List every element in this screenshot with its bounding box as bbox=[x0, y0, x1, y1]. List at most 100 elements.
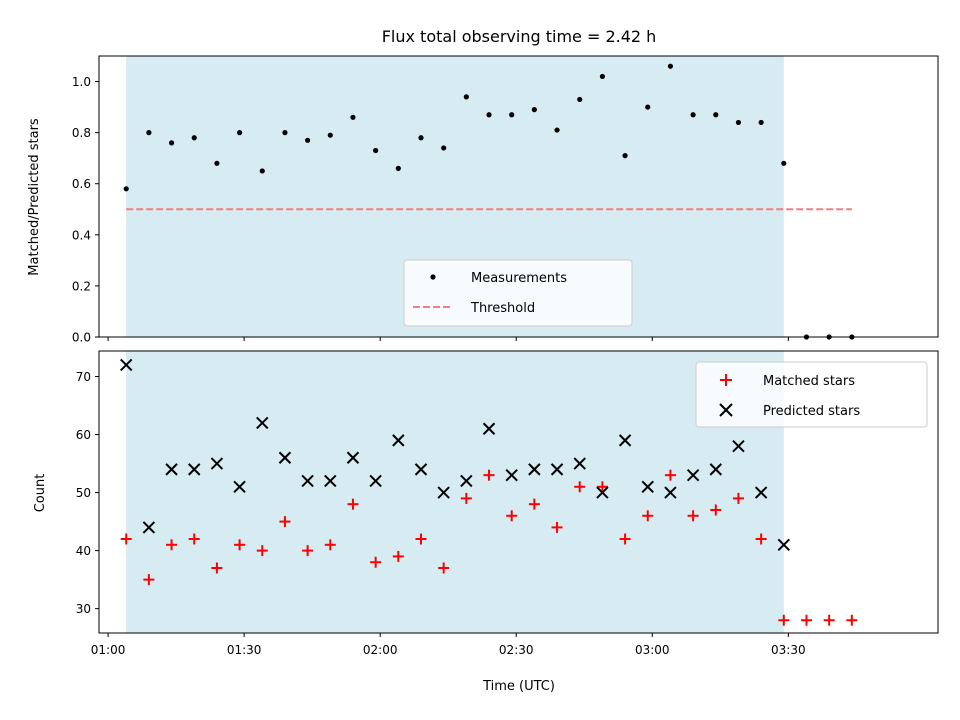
predicted-stars-point bbox=[256, 416, 269, 430]
matched-stars-point bbox=[120, 533, 132, 545]
predicted-stars-point bbox=[482, 422, 496, 435]
predicted-stars-point bbox=[505, 468, 518, 482]
matched-stars-point bbox=[460, 492, 472, 504]
matched-stars-point bbox=[392, 550, 404, 562]
x-axis-label: Time (UTC) bbox=[482, 679, 555, 694]
matched-stars-point bbox=[800, 614, 812, 626]
measurement-point bbox=[531, 107, 537, 113]
measurement-point bbox=[236, 130, 243, 136]
matched-stars-point bbox=[166, 539, 178, 551]
predicted-stars-point bbox=[777, 538, 791, 552]
measurement-point bbox=[123, 186, 129, 192]
predicted-stars-point bbox=[142, 521, 156, 534]
matched-stars-point bbox=[710, 504, 722, 516]
measurement-point bbox=[327, 132, 333, 138]
y-tick-label: 40 bbox=[76, 544, 91, 558]
predicted-stars-point bbox=[324, 474, 337, 488]
matched-stars-point bbox=[846, 614, 858, 626]
measurement-point bbox=[168, 140, 175, 146]
count-x-ticks: 01:00 01:30 02:00 02:30 03:00 03:30 bbox=[91, 633, 806, 657]
predicted-stars-point bbox=[437, 486, 450, 499]
matched-stars-point bbox=[687, 510, 699, 522]
x-tick-label: 01:30 bbox=[227, 643, 262, 657]
measurement-point bbox=[486, 112, 492, 118]
matched-stars-point bbox=[438, 562, 450, 574]
ratio-axes-frame bbox=[98, 55, 939, 338]
ratio-x-ticks bbox=[107, 337, 789, 341]
legend-predicted-label: Predicted stars bbox=[763, 404, 860, 419]
y-tick-label: 0.8 bbox=[72, 126, 91, 140]
count-y-axis-label: Count bbox=[33, 474, 48, 513]
y-tick-label: 1.0 bbox=[72, 75, 91, 89]
x-tick-label: 01:00 bbox=[91, 643, 126, 657]
measurement-point bbox=[373, 147, 379, 154]
matched-stars-point bbox=[370, 556, 382, 568]
legend-measurements-label: Measurements bbox=[471, 271, 567, 286]
measurement-point bbox=[350, 114, 356, 120]
measurement-point bbox=[599, 73, 606, 80]
predicted-stars-point bbox=[210, 457, 224, 470]
matched-stars-point bbox=[596, 481, 608, 493]
predicted-stars-point bbox=[346, 451, 360, 464]
predicted-stars-point bbox=[233, 480, 246, 493]
ratio-legend-box bbox=[403, 259, 633, 327]
measurement-point bbox=[509, 112, 515, 118]
predicted-stars-point bbox=[188, 463, 201, 476]
measurement-point bbox=[191, 135, 197, 141]
predicted-stars-point bbox=[392, 434, 405, 447]
predicted-stars-point bbox=[120, 358, 133, 372]
y-tick-label: 0.6 bbox=[72, 177, 91, 191]
measurement-point bbox=[441, 145, 447, 151]
x-tick-label: 02:30 bbox=[499, 643, 534, 657]
matched-stars-point bbox=[506, 510, 518, 522]
matched-stars-point bbox=[755, 533, 767, 545]
count-y-ticks: 30 40 50 60 70 bbox=[76, 370, 99, 616]
ratio-y-ticks: 0.0 0.2 0.4 0.6 0.8 1.0 bbox=[72, 75, 99, 345]
measurement-point bbox=[667, 63, 674, 69]
matched-stars-point bbox=[823, 614, 835, 626]
matched-stars-point bbox=[347, 498, 359, 510]
count-axes-frame bbox=[98, 350, 939, 634]
predicted-stars-point bbox=[686, 468, 700, 482]
count-legend: Matched stars Predicted stars bbox=[695, 361, 928, 428]
predicted-stars-point bbox=[641, 480, 654, 493]
measurement-point bbox=[259, 168, 265, 174]
matched-stars-point bbox=[302, 545, 314, 557]
matched-stars-point bbox=[415, 533, 427, 545]
predicted-stars-point bbox=[664, 486, 677, 499]
measurement-point bbox=[735, 119, 742, 126]
predicted-stars-point bbox=[414, 463, 428, 476]
ratio-panel: Flux total observing time = 2.42 h 0.00.… bbox=[27, 27, 939, 345]
observing-window-span bbox=[126, 351, 784, 633]
matched-stars-point bbox=[574, 481, 586, 493]
matched-stars-point bbox=[143, 574, 155, 586]
measurement-point bbox=[554, 127, 560, 133]
count-marks bbox=[120, 358, 858, 626]
y-tick-label: 0.2 bbox=[72, 279, 91, 293]
measurement-point bbox=[713, 112, 719, 118]
measurement-point bbox=[146, 130, 152, 136]
y-tick-label: 50 bbox=[76, 486, 91, 500]
predicted-stars-point bbox=[618, 434, 632, 447]
matched-stars-point bbox=[279, 516, 291, 528]
ratio-legend: Measurements Threshold bbox=[403, 259, 633, 327]
predicted-stars-point bbox=[301, 474, 314, 488]
predicted-stars-point bbox=[754, 486, 768, 499]
matched-stars-point bbox=[483, 469, 495, 481]
measurement-point bbox=[282, 130, 288, 136]
predicted-stars-point bbox=[732, 439, 745, 453]
predicted-stars-point bbox=[573, 457, 586, 470]
legend-predicted-marker bbox=[719, 403, 733, 417]
predicted-stars-point bbox=[165, 463, 178, 476]
predicted-stars-point bbox=[596, 486, 609, 499]
predicted-stars-point bbox=[460, 474, 473, 488]
legend-threshold-label: Threshold bbox=[470, 301, 535, 316]
x-tick-label: 03:30 bbox=[771, 643, 806, 657]
legend-matched-marker bbox=[720, 374, 732, 386]
measurement-point bbox=[758, 119, 764, 126]
count-panel: 30 40 50 60 70 01:00 01:30 02:00 02:30 03:00 03:3… bbox=[33, 350, 939, 694]
predicted-stars-point bbox=[550, 463, 564, 476]
matched-stars-point bbox=[256, 545, 268, 557]
predicted-stars-point bbox=[278, 451, 292, 464]
measurement-point bbox=[214, 160, 220, 166]
